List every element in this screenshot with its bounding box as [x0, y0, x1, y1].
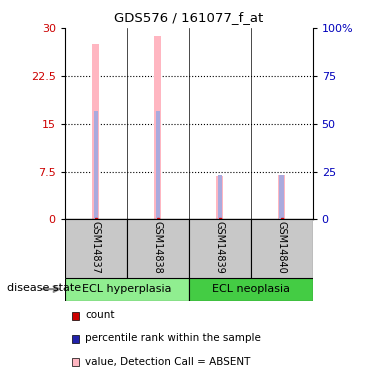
- Bar: [154, 36, 161, 219]
- Text: count: count: [85, 310, 115, 320]
- Bar: [92, 44, 100, 219]
- Bar: [189, 278, 313, 301]
- Bar: [127, 219, 189, 278]
- Title: GDS576 / 161077_f_at: GDS576 / 161077_f_at: [114, 11, 263, 24]
- Text: GSM14837: GSM14837: [91, 221, 101, 274]
- Bar: [251, 219, 313, 278]
- Bar: [279, 175, 284, 219]
- Text: disease state: disease state: [7, 283, 81, 293]
- Text: value, Detection Call = ABSENT: value, Detection Call = ABSENT: [85, 357, 250, 366]
- Bar: [65, 219, 127, 278]
- Text: GSM14839: GSM14839: [215, 221, 225, 274]
- Text: ECL hyperplasia: ECL hyperplasia: [82, 284, 171, 294]
- Text: GSM14840: GSM14840: [277, 221, 287, 274]
- Text: ECL neoplasia: ECL neoplasia: [212, 284, 290, 294]
- Bar: [65, 278, 189, 301]
- Text: GSM14838: GSM14838: [153, 221, 163, 274]
- Bar: [218, 175, 222, 219]
- Bar: [94, 111, 98, 219]
- Text: percentile rank within the sample: percentile rank within the sample: [85, 333, 261, 343]
- Bar: [155, 111, 160, 219]
- Bar: [189, 219, 251, 278]
- Bar: [278, 175, 285, 219]
- Bar: [216, 176, 223, 219]
